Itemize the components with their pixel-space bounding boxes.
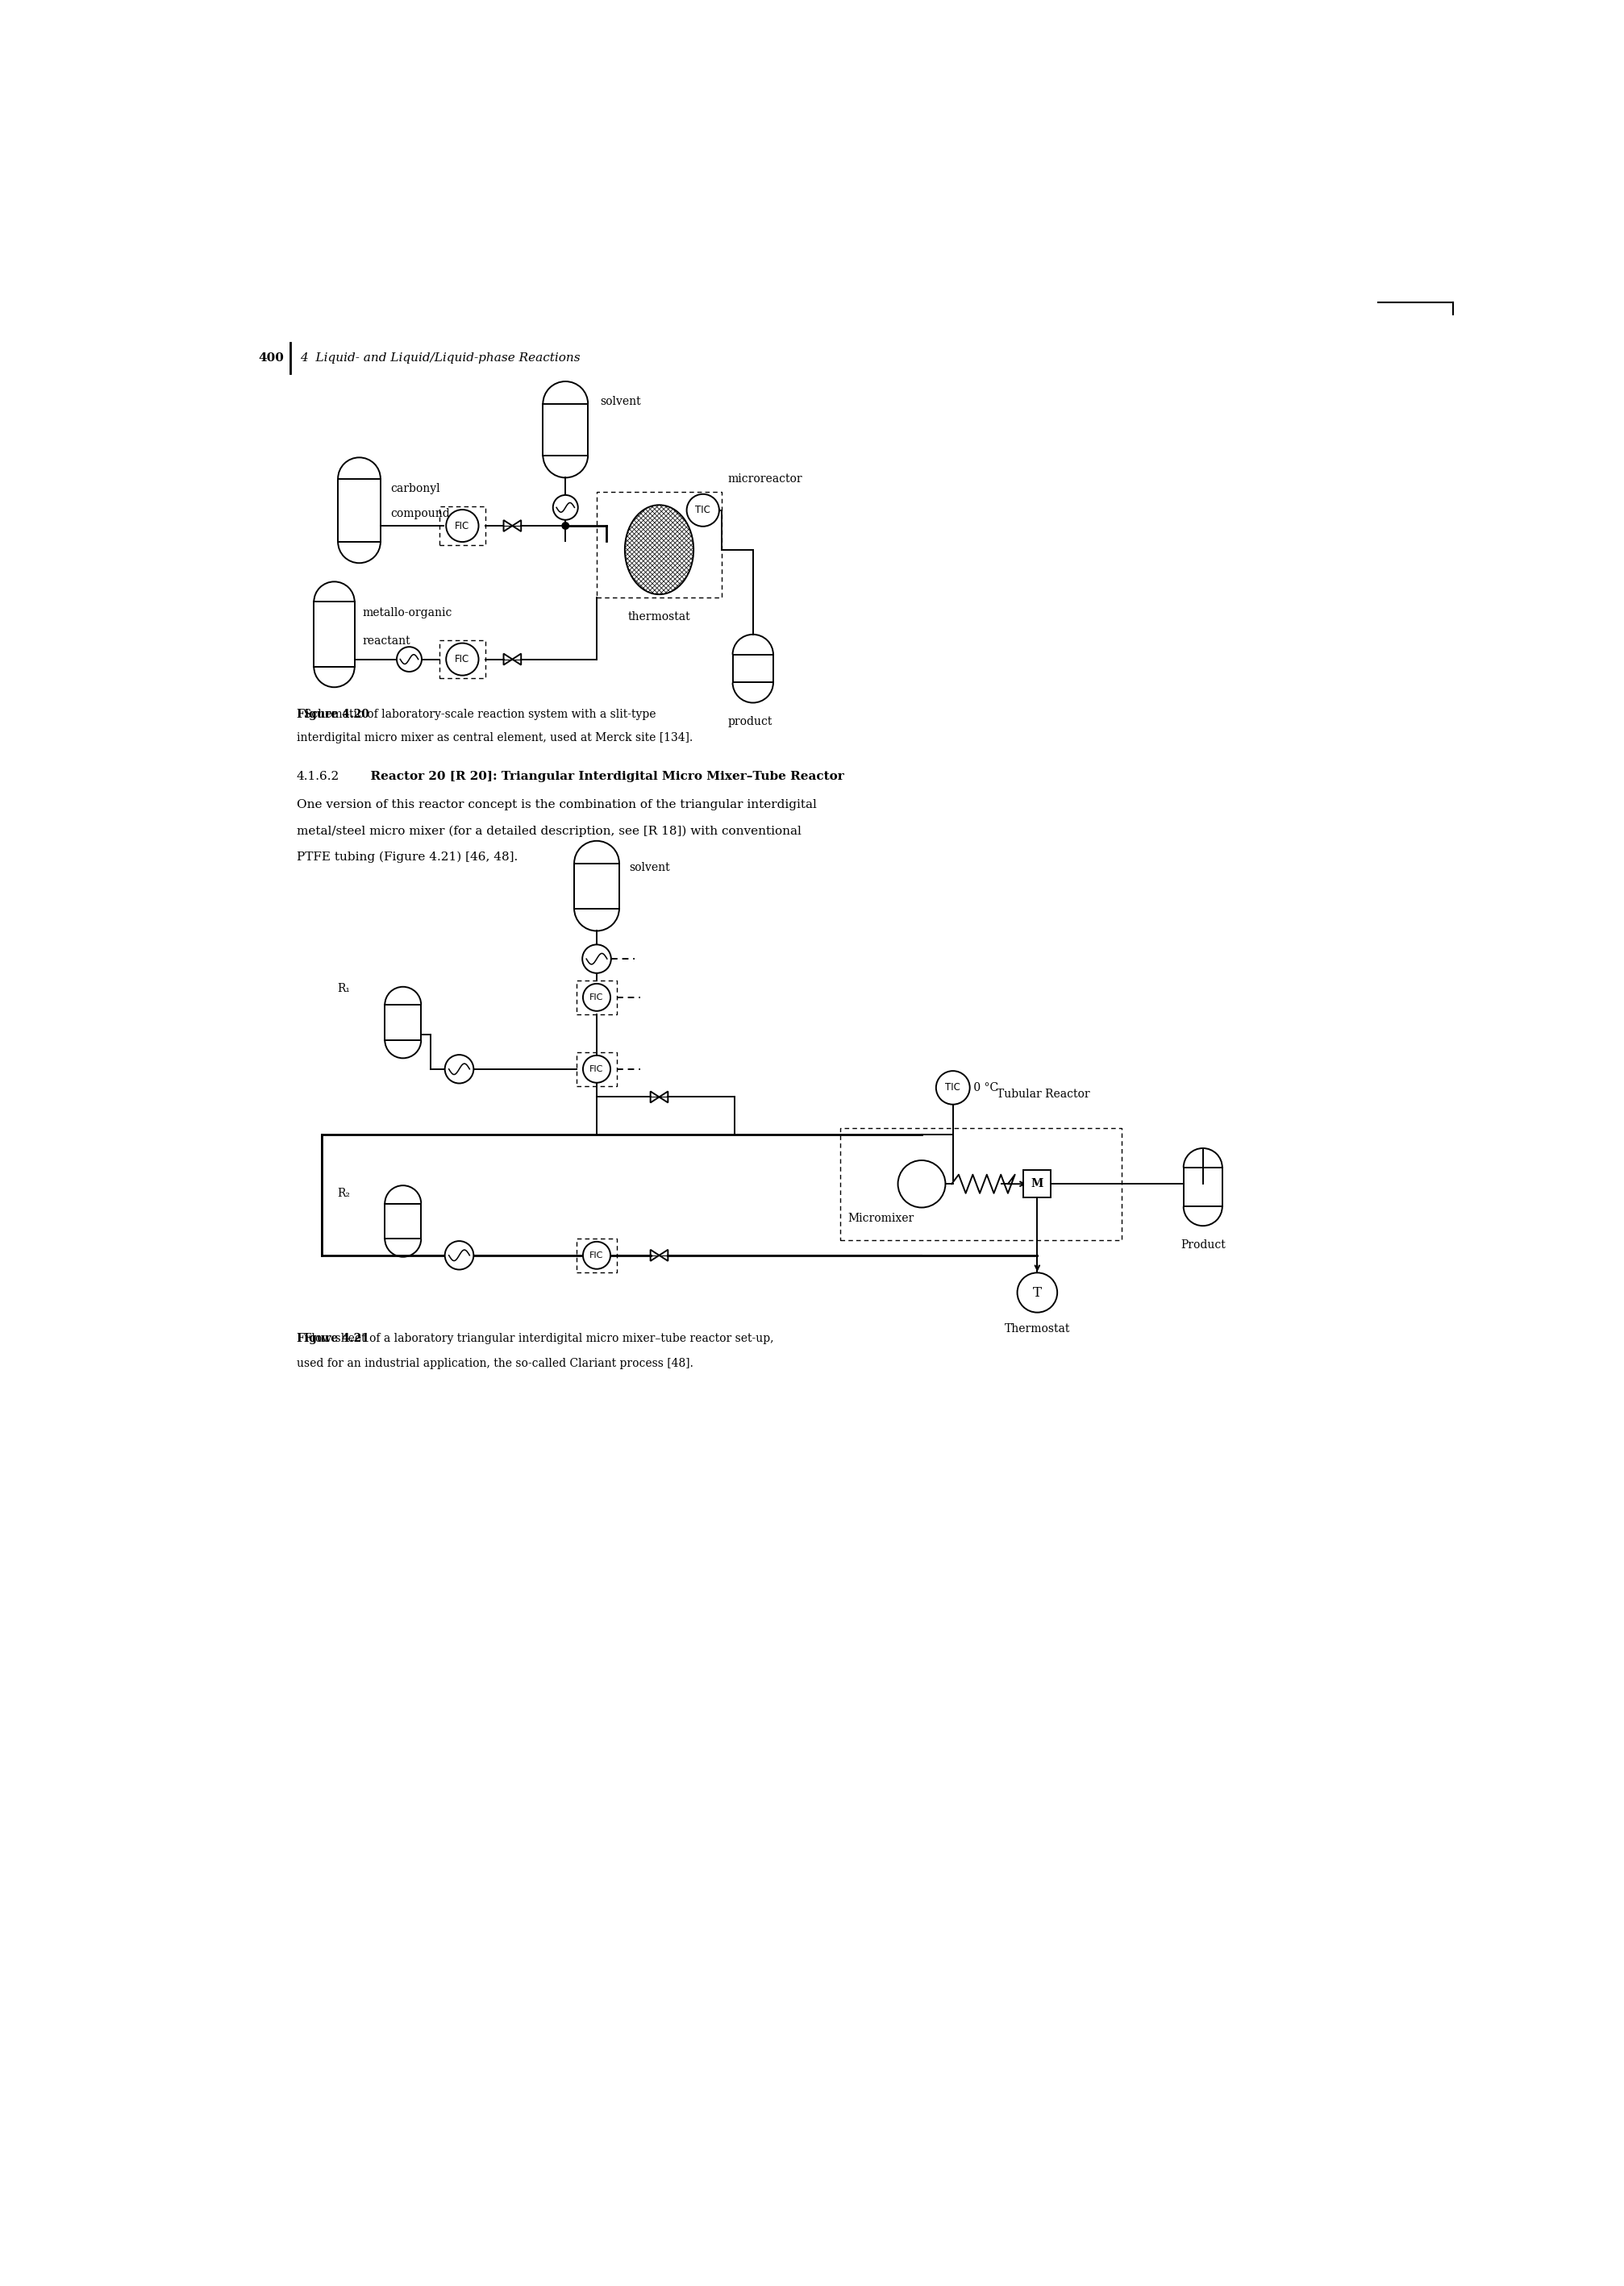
Text: solvent: solvent	[599, 395, 640, 407]
Text: Flow sheet of a laboratory triangular interdigital micro mixer–tube reactor set-: Flow sheet of a laboratory triangular in…	[297, 1333, 773, 1344]
Text: Product: Product	[1181, 1239, 1226, 1250]
Text: solvent: solvent	[628, 862, 671, 873]
Circle shape	[396, 647, 422, 672]
Circle shape	[583, 944, 611, 974]
Text: product: product	[728, 716, 771, 727]
Bar	[1184, 1168, 1223, 1207]
Text: metal/steel micro mixer (for a detailed description, see [R 18]) with convention: metal/steel micro mixer (for a detailed …	[297, 825, 801, 837]
Bar	[841, 1127, 1122, 1239]
Text: FIC: FIC	[590, 1250, 604, 1260]
Circle shape	[445, 1241, 474, 1269]
Text: FIC: FIC	[455, 521, 469, 530]
Circle shape	[552, 496, 578, 519]
Circle shape	[1017, 1273, 1057, 1312]
Text: 0 °C: 0 °C	[971, 1081, 999, 1093]
Text: FIC: FIC	[455, 654, 469, 665]
Bar	[385, 1006, 421, 1040]
Text: metallo-organic: metallo-organic	[362, 608, 451, 617]
Text: One version of this reactor concept is the combination of the triangular interdi: One version of this reactor concept is t…	[297, 800, 817, 809]
Bar	[577, 1052, 617, 1086]
Circle shape	[447, 642, 479, 674]
Text: T: T	[1033, 1285, 1041, 1298]
Circle shape	[583, 1056, 611, 1084]
Text: Figure 4.21: Figure 4.21	[297, 1333, 369, 1344]
Circle shape	[583, 983, 611, 1010]
Text: R₂: R₂	[338, 1189, 351, 1198]
Text: PTFE tubing (Figure 4.21) [46, 48].: PTFE tubing (Figure 4.21) [46, 48].	[297, 850, 518, 862]
Bar	[313, 601, 354, 668]
Text: FIC: FIC	[590, 994, 604, 1001]
Circle shape	[935, 1070, 970, 1104]
Bar	[438, 507, 486, 544]
Bar	[1023, 1170, 1051, 1198]
Circle shape	[447, 510, 479, 542]
Text: TIC: TIC	[695, 505, 711, 517]
Bar	[596, 491, 721, 597]
Text: carbonyl: carbonyl	[390, 482, 440, 494]
Text: 400: 400	[258, 352, 284, 363]
Ellipse shape	[625, 505, 693, 594]
Bar	[338, 478, 380, 542]
Circle shape	[445, 1054, 474, 1084]
Bar	[577, 981, 617, 1015]
Text: Reactor 20 [R 20]: Triangular Interdigital Micro Mixer–Tube Reactor: Reactor 20 [R 20]: Triangular Interdigit…	[362, 770, 844, 782]
Text: 4  Liquid- and Liquid/Liquid-phase Reactions: 4 Liquid- and Liquid/Liquid-phase Reacti…	[300, 352, 580, 363]
Bar	[732, 654, 773, 684]
Text: thermostat: thermostat	[628, 610, 690, 622]
Text: 4.1.6.2: 4.1.6.2	[297, 770, 339, 782]
Text: M: M	[1031, 1177, 1044, 1189]
Text: microreactor: microreactor	[728, 473, 802, 485]
Text: compound: compound	[390, 507, 450, 519]
Circle shape	[687, 494, 719, 526]
Bar	[575, 864, 619, 908]
Circle shape	[583, 1241, 611, 1269]
Bar	[577, 1239, 617, 1271]
Bar	[385, 1202, 421, 1239]
Text: Tubular Reactor: Tubular Reactor	[997, 1088, 1090, 1100]
Text: Thermostat: Thermostat	[1005, 1324, 1070, 1335]
Text: TIC: TIC	[945, 1084, 960, 1093]
Text: interdigital micro mixer as central element, used at Merck site [134].: interdigital micro mixer as central elem…	[297, 732, 693, 743]
Text: used for an industrial application, the so-called Clariant process [48].: used for an industrial application, the …	[297, 1358, 693, 1369]
Circle shape	[562, 523, 568, 528]
Text: FIC: FIC	[590, 1065, 604, 1072]
Circle shape	[898, 1161, 945, 1207]
Bar	[542, 405, 588, 455]
Text: Micromixer: Micromixer	[848, 1212, 914, 1223]
Text: Figure 4.20: Figure 4.20	[297, 709, 369, 720]
Text: reactant: reactant	[362, 636, 411, 647]
Text: Schematic of laboratory-scale reaction system with a slit-type: Schematic of laboratory-scale reaction s…	[297, 709, 656, 720]
Text: R₁: R₁	[338, 983, 351, 994]
Bar	[438, 640, 486, 679]
